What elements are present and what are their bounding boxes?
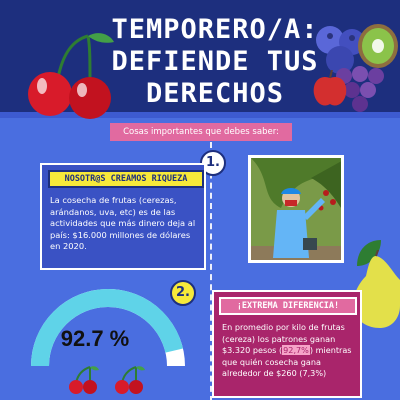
title-line-1: TEMPORERO/A: [111, 14, 319, 45]
grapes-icon [336, 66, 384, 112]
title-line-3: DERECHOS [145, 78, 285, 109]
leaf-icon [357, 240, 381, 266]
pear-icon [353, 250, 400, 328]
section-2-card: ¡EXTREMA DIFERENCIA! En promedio por kil… [212, 290, 362, 398]
section-2-body-end: ) mientras que quién cosecha gana alrede… [222, 345, 352, 379]
section-2-body-start: En promedio por kilo de frutas (cereza) … [222, 322, 345, 356]
page-title: TEMPORERO/A: DEFIENDE TUS DERECHOS [90, 14, 340, 110]
worker-photo-illustration [251, 158, 341, 260]
cherry-icon [69, 366, 99, 394]
gauge-fill [31, 289, 183, 367]
cherry-icon [28, 33, 114, 119]
section-2-body: En promedio por kilo de frutas (cereza) … [222, 322, 358, 380]
section-2-heading: ¡EXTREMA DIFERENCIA! [219, 297, 357, 315]
apple-icon [313, 70, 347, 106]
kiwi-icon [358, 24, 398, 68]
timeline-divider [210, 142, 212, 400]
worker-photo [248, 155, 344, 263]
cherry-icon [115, 366, 145, 394]
section-2-highlight: 92,7% [282, 345, 310, 356]
percentage-gauge [31, 289, 185, 367]
subtitle-banner: Cosas importantes que debes saber: [110, 123, 292, 141]
title-line-2: DEFIENDE TUS [111, 46, 319, 77]
section-1-card: NOSOTR@S CREAMOS RIQUEZA La cosecha de f… [40, 163, 206, 270]
section-1-body: La cosecha de frutas (cerezas, arándanos… [50, 195, 196, 251]
section-1-heading: NOSOTR@S CREAMOS RIQUEZA [48, 170, 204, 188]
gauge-value: 92.7 % [60, 326, 130, 351]
step-badge-2: 2. [170, 280, 196, 306]
